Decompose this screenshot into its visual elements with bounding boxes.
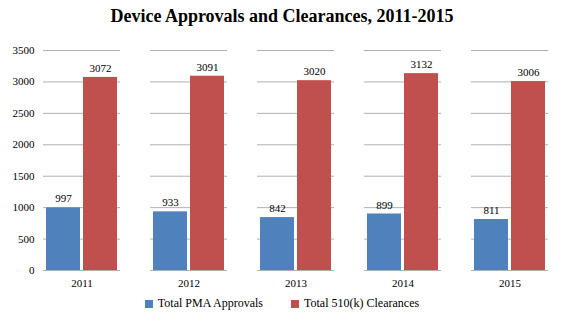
- svg-text:2500: 2500: [13, 107, 36, 119]
- svg-text:3091: 3091: [197, 61, 219, 73]
- svg-text:2011: 2011: [71, 277, 93, 289]
- svg-text:933: 933: [162, 196, 179, 208]
- svg-text:3020: 3020: [304, 65, 327, 77]
- html-text:Device Approvals and Clearance: Device Approvals and Clearances, 2011-20…: [110, 6, 454, 26]
- svg-text:3500: 3500: [13, 44, 36, 56]
- svg-text:899: 899: [376, 199, 393, 211]
- html-text:Total PMA Approvals: Total PMA Approvals: [157, 296, 263, 310]
- svg-text:811: 811: [483, 204, 499, 216]
- svg-text:3072: 3072: [90, 62, 112, 74]
- svg-text:842: 842: [269, 202, 286, 214]
- svg-text:2012: 2012: [178, 277, 200, 289]
- svg-text:2013: 2013: [285, 277, 308, 289]
- svg-text:1500: 1500: [13, 170, 36, 182]
- svg-text:3000: 3000: [13, 75, 36, 87]
- svg-text:2000: 2000: [13, 138, 36, 150]
- svg-text:0: 0: [29, 264, 35, 276]
- svg-text:2015: 2015: [499, 277, 522, 289]
- svg-text:3006: 3006: [518, 66, 541, 78]
- svg-text:2014: 2014: [392, 277, 415, 289]
- svg-text:1000: 1000: [13, 201, 36, 213]
- html-text:Total 510(k) Clearances: Total 510(k) Clearances: [304, 296, 420, 310]
- svg-text:3132: 3132: [411, 58, 433, 70]
- svg-text:997: 997: [55, 192, 72, 204]
- svg-text:500: 500: [18, 233, 35, 245]
